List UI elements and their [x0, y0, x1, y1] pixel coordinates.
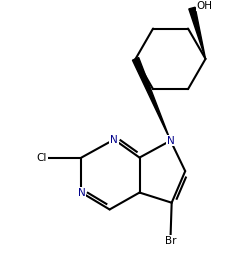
Text: N: N: [78, 188, 85, 198]
Polygon shape: [132, 58, 171, 141]
Text: N: N: [110, 134, 118, 144]
Text: Br: Br: [165, 236, 176, 246]
Text: N: N: [167, 136, 174, 146]
Text: OH: OH: [196, 1, 213, 11]
Text: Cl: Cl: [37, 153, 47, 163]
Polygon shape: [189, 7, 206, 59]
